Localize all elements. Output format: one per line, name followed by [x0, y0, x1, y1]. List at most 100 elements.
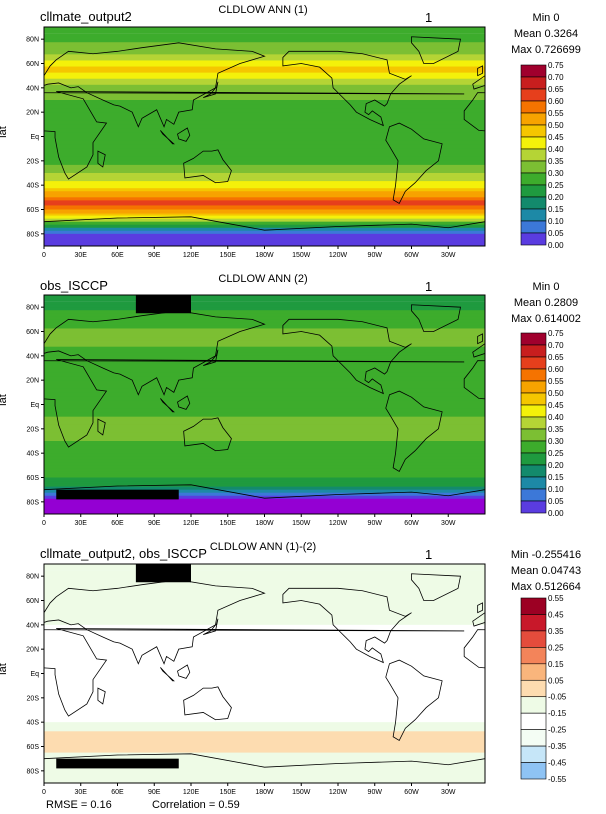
field-band [44, 744, 485, 747]
field-band [44, 755, 485, 760]
field-band [44, 471, 485, 474]
field-band [44, 600, 485, 605]
field-band [44, 669, 485, 674]
land-outline [97, 418, 106, 436]
field-band [44, 594, 485, 598]
map-2 [44, 295, 485, 514]
field-band [44, 148, 485, 154]
field-band [44, 579, 485, 583]
y-tick-label: 60N [26, 61, 39, 68]
missing-data-mask [135, 564, 191, 583]
field-band [44, 57, 485, 61]
panel-left-title: cllmate_output2 [40, 9, 132, 24]
field-band [44, 128, 485, 133]
x-tick-label: 30W [441, 520, 456, 527]
land-outline [282, 50, 412, 127]
colorbar-swatch [520, 630, 547, 648]
field-band [44, 649, 485, 654]
y-tick-label: 80S [27, 231, 40, 238]
colorbar-label: 0.45 [548, 401, 564, 410]
land-outline [160, 667, 175, 682]
colorbar-label: 0.55 [548, 594, 564, 603]
colorbar-swatch [520, 452, 547, 466]
colorbar-label: 0.00 [548, 509, 564, 518]
land-outline [203, 349, 219, 366]
field-band [44, 349, 485, 354]
field-band [44, 495, 485, 500]
field-band [44, 612, 485, 617]
map-3 [44, 564, 485, 783]
field-band [44, 197, 485, 201]
field-band [44, 104, 485, 109]
y-tick-label: 60N [26, 598, 39, 605]
field-band [44, 27, 485, 34]
field-band [44, 343, 485, 348]
land-outline [0, 37, 20, 64]
x-tick-label: 30W [441, 789, 456, 796]
x-tick-label: 120W [329, 789, 348, 796]
colorbar-label: -0.25 [548, 726, 567, 735]
field-band [44, 677, 485, 683]
field-band [44, 609, 485, 614]
colorbar-swatch [520, 696, 547, 714]
field-band [44, 200, 485, 204]
x-tick-label: 60E [111, 520, 124, 527]
y-tick-label: 20N [26, 110, 39, 117]
field-band [44, 731, 485, 735]
land-outline [601, 130, 606, 143]
colorbar-label: 0.15 [548, 473, 564, 482]
field-band [44, 498, 485, 503]
field-band [44, 191, 485, 195]
field-band [44, 233, 485, 246]
land-outline [44, 91, 465, 180]
field-band [44, 564, 485, 571]
colorbar-label: 0.15 [548, 205, 564, 214]
colorbar-swatch [520, 745, 547, 763]
field-band [44, 728, 485, 732]
field-band [44, 215, 485, 220]
field-band [44, 603, 485, 608]
land-outline [477, 65, 483, 77]
field-band [44, 477, 485, 481]
field-band [44, 69, 485, 74]
y-tick-label: 60S [27, 475, 40, 482]
field-band [44, 81, 485, 86]
field-band [44, 100, 485, 105]
field-band [44, 456, 485, 460]
field-band [44, 750, 485, 754]
field-band [44, 384, 485, 389]
field-band [44, 224, 485, 229]
field-band [44, 465, 485, 469]
x-tick-label: 180W [255, 252, 274, 259]
land-outline [282, 587, 412, 664]
colorbar-swatch [520, 440, 547, 454]
field-band [44, 156, 485, 162]
field-band [44, 770, 485, 783]
land-outline [44, 579, 266, 665]
land-outline [0, 123, 1, 203]
field-band [44, 295, 485, 302]
field-band [44, 160, 485, 166]
colorbar-swatch [520, 112, 547, 126]
field-band [44, 181, 485, 186]
panel-left-title: cllmate_output2, obs_ISCCP [40, 546, 207, 561]
field-band [44, 673, 485, 679]
field-band [44, 445, 485, 450]
land-outline [463, 92, 485, 132]
land-outline [203, 618, 219, 635]
colorbar-label: 0.05 [548, 229, 564, 238]
colorbar-label: 0.50 [548, 389, 564, 398]
colorbar-label: 0.70 [548, 341, 564, 350]
stat-min: Min 0 [532, 281, 560, 293]
land-outline [463, 360, 485, 400]
field-band [44, 576, 485, 580]
field-band [44, 588, 485, 592]
x-tick-label: 0 [42, 252, 46, 259]
field-band [44, 441, 485, 446]
field-band [44, 449, 485, 454]
field-band [44, 645, 485, 650]
field-band [44, 388, 485, 393]
x-tick-label: 180W [255, 789, 274, 796]
y-tick-label: 60N [26, 329, 39, 336]
field-band [44, 734, 485, 738]
